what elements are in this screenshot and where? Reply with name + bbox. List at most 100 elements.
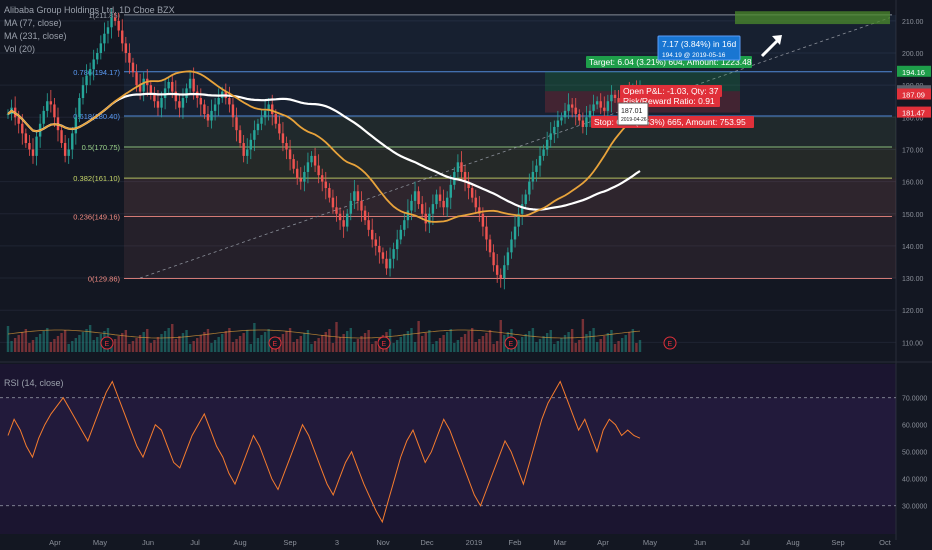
volume-bar <box>503 335 506 352</box>
x-axis-tick: Apr <box>597 538 609 547</box>
volume-bar <box>553 344 556 352</box>
fib-level-label: 0.5(170.75) <box>82 143 121 152</box>
candle-body <box>188 78 192 89</box>
up-arrow-shaft <box>760 38 780 58</box>
candle-body <box>567 104 570 111</box>
volume-bar <box>221 334 224 352</box>
legend-ma77[interactable]: MA (77, close) <box>4 18 62 28</box>
candle-body <box>492 252 495 266</box>
x-axis-tick: Jul <box>740 538 750 547</box>
candle-body <box>563 110 567 118</box>
candle-body <box>106 27 110 34</box>
volume-bar <box>635 343 638 352</box>
volume-bar <box>338 337 342 352</box>
candle-body <box>510 239 513 253</box>
volume-bar <box>485 333 488 352</box>
volume-bar <box>288 328 292 352</box>
price-label: 187.09 <box>902 91 925 100</box>
candle-body <box>274 114 277 124</box>
candle-body <box>35 136 38 156</box>
candle-body <box>306 162 310 172</box>
volume-bar <box>121 333 124 352</box>
volume-bar <box>599 339 602 352</box>
candle-body <box>595 101 599 105</box>
volume-bar <box>460 337 463 352</box>
candle-body <box>506 252 510 266</box>
candle-body <box>442 200 445 208</box>
candle-body <box>545 139 549 150</box>
volume-bar <box>435 341 438 352</box>
candle-body <box>381 252 385 259</box>
up-arrow-head <box>772 35 782 45</box>
candle-body <box>278 123 281 134</box>
candle-body <box>174 91 178 102</box>
volume-bar <box>81 332 85 352</box>
fib-level-label: 0(129.86) <box>88 275 121 284</box>
candle-body <box>574 107 577 115</box>
volume-bar <box>585 334 588 352</box>
candle-body <box>606 101 610 111</box>
candle-body <box>46 101 49 111</box>
x-axis-tick: Jun <box>142 538 154 547</box>
volume-bar <box>481 336 485 352</box>
candle-body <box>210 110 213 121</box>
fib-zone <box>124 216 896 279</box>
x-axis-tick: Dec <box>420 538 434 547</box>
x-axis-tick: Feb <box>509 538 522 547</box>
candle-body <box>410 200 413 211</box>
fib-zone <box>124 178 896 217</box>
volume-bar <box>203 332 206 352</box>
volume-bar <box>363 333 367 352</box>
volume-bar <box>231 342 235 352</box>
volume-bar <box>371 344 374 352</box>
candle-body <box>131 62 135 73</box>
candle-body <box>217 98 220 105</box>
legend-ma231[interactable]: MA (231, close) <box>4 31 67 41</box>
candle-body <box>374 239 377 246</box>
volume-bar <box>196 338 199 352</box>
volume-bar <box>117 336 120 352</box>
volume-ma-line <box>7 329 641 339</box>
volume-bar <box>71 341 74 352</box>
candle-body <box>603 107 606 111</box>
x-axis-tick: 3 <box>335 538 339 547</box>
candle-body <box>299 178 302 182</box>
volume-bar <box>424 333 427 352</box>
volume-bar <box>395 340 399 352</box>
x-axis-tick: Nov <box>376 538 390 547</box>
volume-bar <box>56 336 60 352</box>
x-axis-tick: Aug <box>786 538 799 547</box>
rsi-legend[interactable]: RSI (14, close) <box>4 378 64 388</box>
candle-body <box>138 85 142 92</box>
candle-body <box>499 274 502 279</box>
candle-body <box>342 220 345 227</box>
volume-bar <box>392 343 395 352</box>
volume-bar <box>224 331 228 352</box>
volume-bar <box>406 331 410 352</box>
volume-bar <box>156 337 160 352</box>
candle-body <box>503 265 506 279</box>
rsi-axis-tick: 70.0000 <box>902 396 927 403</box>
earnings-marker <box>663 336 677 350</box>
candle-body <box>360 200 363 211</box>
candle-body <box>413 191 417 201</box>
legend-volume[interactable]: Vol (20) <box>4 44 36 54</box>
volume-bar <box>249 344 253 352</box>
candle-body <box>31 149 35 156</box>
risk-reward-label: Risk/Reward Ratio: 0.91 <box>623 96 715 106</box>
candle-body <box>296 168 299 179</box>
volume-bar <box>185 330 188 352</box>
x-axis-tick: Apr <box>49 538 61 547</box>
candle-body <box>67 149 70 156</box>
volume-bar <box>478 339 481 352</box>
candle-body <box>528 181 531 195</box>
legend-symbol[interactable]: Alibaba Group Holdings Ltd. 1D Cboe BZX <box>4 5 175 15</box>
volume-bar <box>413 342 417 352</box>
volume-bar <box>124 330 128 352</box>
candle-body <box>235 117 238 131</box>
candle-body <box>328 188 331 198</box>
candle-body <box>110 17 113 28</box>
ma77-line <box>7 70 641 223</box>
earnings-marker-label: E <box>509 341 514 348</box>
